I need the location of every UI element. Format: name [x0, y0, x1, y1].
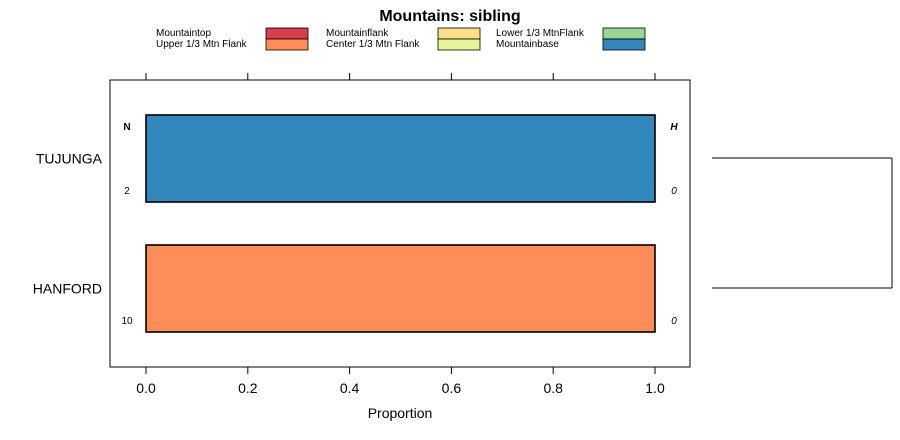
- legend-label: Upper 1/3 Mtn Flank: [156, 39, 248, 50]
- legend-swatch: [602, 38, 646, 51]
- dendrogram: [712, 157, 893, 289]
- plot-panel: [109, 79, 691, 368]
- x-tick-label: 0.4: [340, 380, 360, 396]
- legend-swatch: [437, 38, 481, 51]
- legend-swatch: [265, 27, 309, 40]
- x-axis: 0.0 0.2 0.4 0.6 0.8 1.0: [136, 367, 665, 396]
- x-tick-label: 0.6: [442, 380, 462, 396]
- n-column-header: N: [123, 122, 130, 133]
- h-value: 0: [671, 186, 677, 197]
- x-tick-label: 0.2: [238, 380, 258, 396]
- x-tick-label: 0.0: [136, 380, 156, 396]
- x-tick-label: 1.0: [645, 380, 665, 396]
- category-label: HANFORD: [33, 281, 102, 297]
- legend-label: Mountainbase: [496, 39, 559, 50]
- h-column-header: H: [670, 122, 678, 133]
- bar-segment: [145, 114, 656, 203]
- n-value: 2: [124, 186, 130, 197]
- legend-label: Lower 1/3 MtnFlank: [496, 28, 585, 39]
- h-value: 0: [671, 316, 677, 327]
- legend-swatch: [602, 27, 646, 40]
- legend-label: Mountaintop: [156, 28, 211, 39]
- legend-swatch: [265, 38, 309, 51]
- n-value: 10: [121, 316, 133, 327]
- legend-swatch: [437, 27, 481, 40]
- legend-label: Mountainflank: [326, 28, 389, 39]
- bar-rows: TUJUNGA 2 0 HANFORD 10 0: [33, 114, 677, 333]
- bar-segment: [145, 244, 656, 333]
- top-axis: [145, 73, 656, 80]
- chart-title: Mountains: sibling: [379, 8, 520, 25]
- x-axis-label: Proportion: [368, 405, 433, 421]
- x-tick-label: 0.8: [543, 380, 563, 396]
- legend-label: Center 1/3 Mtn Flank: [326, 39, 420, 50]
- category-label: TUJUNGA: [36, 151, 103, 167]
